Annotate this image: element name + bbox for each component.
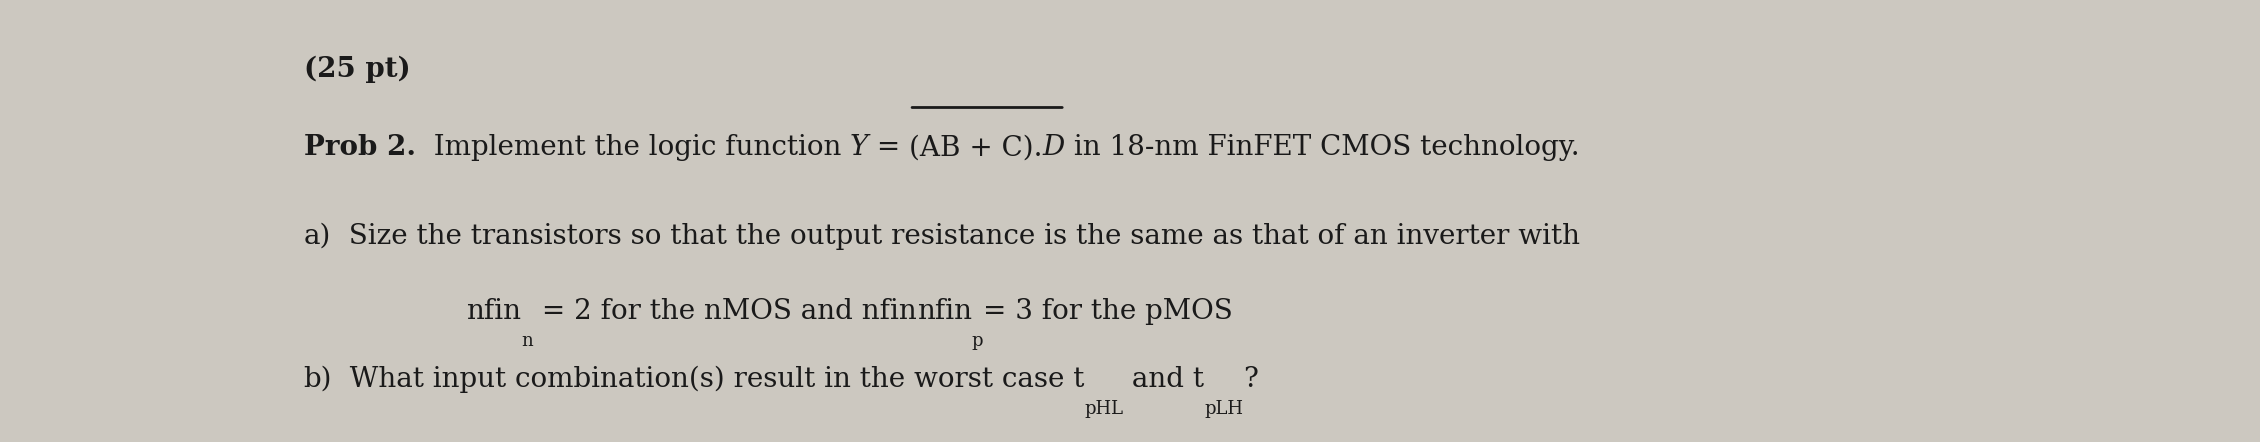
Text: Implement the logic function: Implement the logic function xyxy=(416,134,850,161)
Text: (AB + C).: (AB + C). xyxy=(909,134,1042,161)
Text: What input combination(s) result in the worst case t: What input combination(s) result in the … xyxy=(332,365,1085,392)
Text: n: n xyxy=(522,332,533,350)
Text: a): a) xyxy=(303,223,330,250)
Text: Prob 2.: Prob 2. xyxy=(303,134,416,161)
Text: in 18-nm FinFET CMOS technology.: in 18-nm FinFET CMOS technology. xyxy=(1064,134,1580,161)
Text: =: = xyxy=(868,134,909,161)
Text: Y: Y xyxy=(850,134,868,161)
Text: b): b) xyxy=(303,366,332,392)
Text: = 2 for the nMOS and nfin: = 2 for the nMOS and nfin xyxy=(533,297,918,324)
Text: (25 pt): (25 pt) xyxy=(303,56,409,83)
Text: pLH: pLH xyxy=(1205,400,1243,418)
Text: and t: and t xyxy=(1123,366,1205,392)
Text: Size the transistors so that the output resistance is the same as that of an inv: Size the transistors so that the output … xyxy=(330,223,1580,250)
Text: ?: ? xyxy=(1243,366,1259,392)
Text: nfin: nfin xyxy=(918,297,972,324)
Text: = 3 for the pMOS: = 3 for the pMOS xyxy=(983,297,1234,324)
Text: D: D xyxy=(1042,134,1064,161)
Text: p: p xyxy=(972,332,983,350)
Text: pHL: pHL xyxy=(1085,400,1123,418)
Text: nfin: nfin xyxy=(466,297,522,324)
